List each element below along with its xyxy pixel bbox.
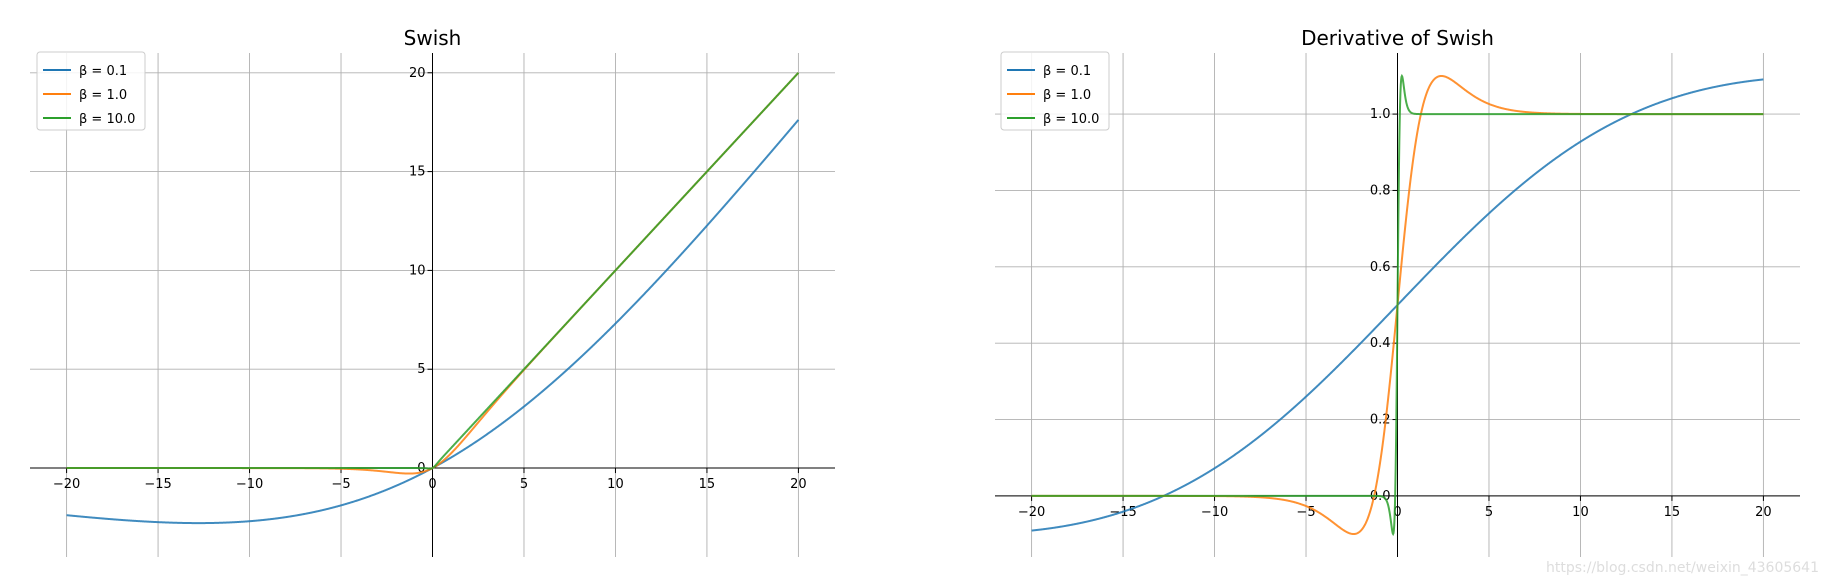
swish-derivative-chart: −20 −15 −10 −5 0 5 10 15 200.00.20.40.60.81.0Der… <box>995 26 1800 557</box>
x-tick-label: −10 <box>1201 505 1228 520</box>
y-tick-label: 1.0 <box>1370 107 1391 122</box>
x-tick-label: 5 <box>1485 505 1493 520</box>
x-tick-label: −5 <box>1296 505 1315 520</box>
watermark: https://blog.csdn.net/weixin_43605641 <box>1545 560 1819 576</box>
legend-box <box>1000 51 1110 131</box>
x-tick-label: −20 <box>53 477 80 492</box>
x-tick-label: 15 <box>699 477 716 492</box>
x-tick-label: 20 <box>1755 505 1772 520</box>
x-tick-label: −5 <box>331 477 350 492</box>
y-tick-label: 0.8 <box>1370 183 1391 198</box>
series-line-3 <box>66 72 800 470</box>
chart-title: Derivative of Swish <box>1301 26 1494 50</box>
legend-label-2: β = 1.0 <box>79 88 127 103</box>
legend-label-1: β = 0.1 <box>79 64 127 79</box>
x-tick-label: 0 <box>1393 505 1401 520</box>
legend-box <box>36 51 146 131</box>
y-tick-label: 0.6 <box>1370 260 1391 275</box>
y-tick-label: 5 <box>417 362 425 377</box>
legend-label-1: β = 0.1 <box>1043 64 1091 79</box>
x-tick-label: 10 <box>1572 505 1589 520</box>
series-line-3 <box>1031 73 1764 537</box>
y-tick-label: 0.2 <box>1370 413 1391 428</box>
x-tick-label: 5 <box>520 477 528 492</box>
y-tick-label: 20 <box>409 66 426 81</box>
x-tick-label: 0 <box>428 477 436 492</box>
y-tick-label: 10 <box>409 263 426 278</box>
y-tick-label: 0.4 <box>1370 336 1391 351</box>
legend: β = 0.1 β = 1.0 β = 10.0 <box>36 51 146 131</box>
x-tick-label: 20 <box>790 477 807 492</box>
legend-label-3: β = 10.0 <box>79 112 135 127</box>
legend-label-3: β = 10.0 <box>1043 112 1099 127</box>
x-tick-label: 15 <box>1664 505 1681 520</box>
x-tick-label: −20 <box>1018 505 1045 520</box>
x-tick-label: 10 <box>607 477 624 492</box>
chart-title: Swish <box>404 26 462 50</box>
legend-label-2: β = 1.0 <box>1043 88 1091 103</box>
x-tick-label: −15 <box>144 477 171 492</box>
legend: β = 0.1 β = 1.0 β = 10.0 <box>1000 51 1110 131</box>
y-tick-label: 15 <box>409 165 426 180</box>
x-tick-label: −10 <box>236 477 263 492</box>
